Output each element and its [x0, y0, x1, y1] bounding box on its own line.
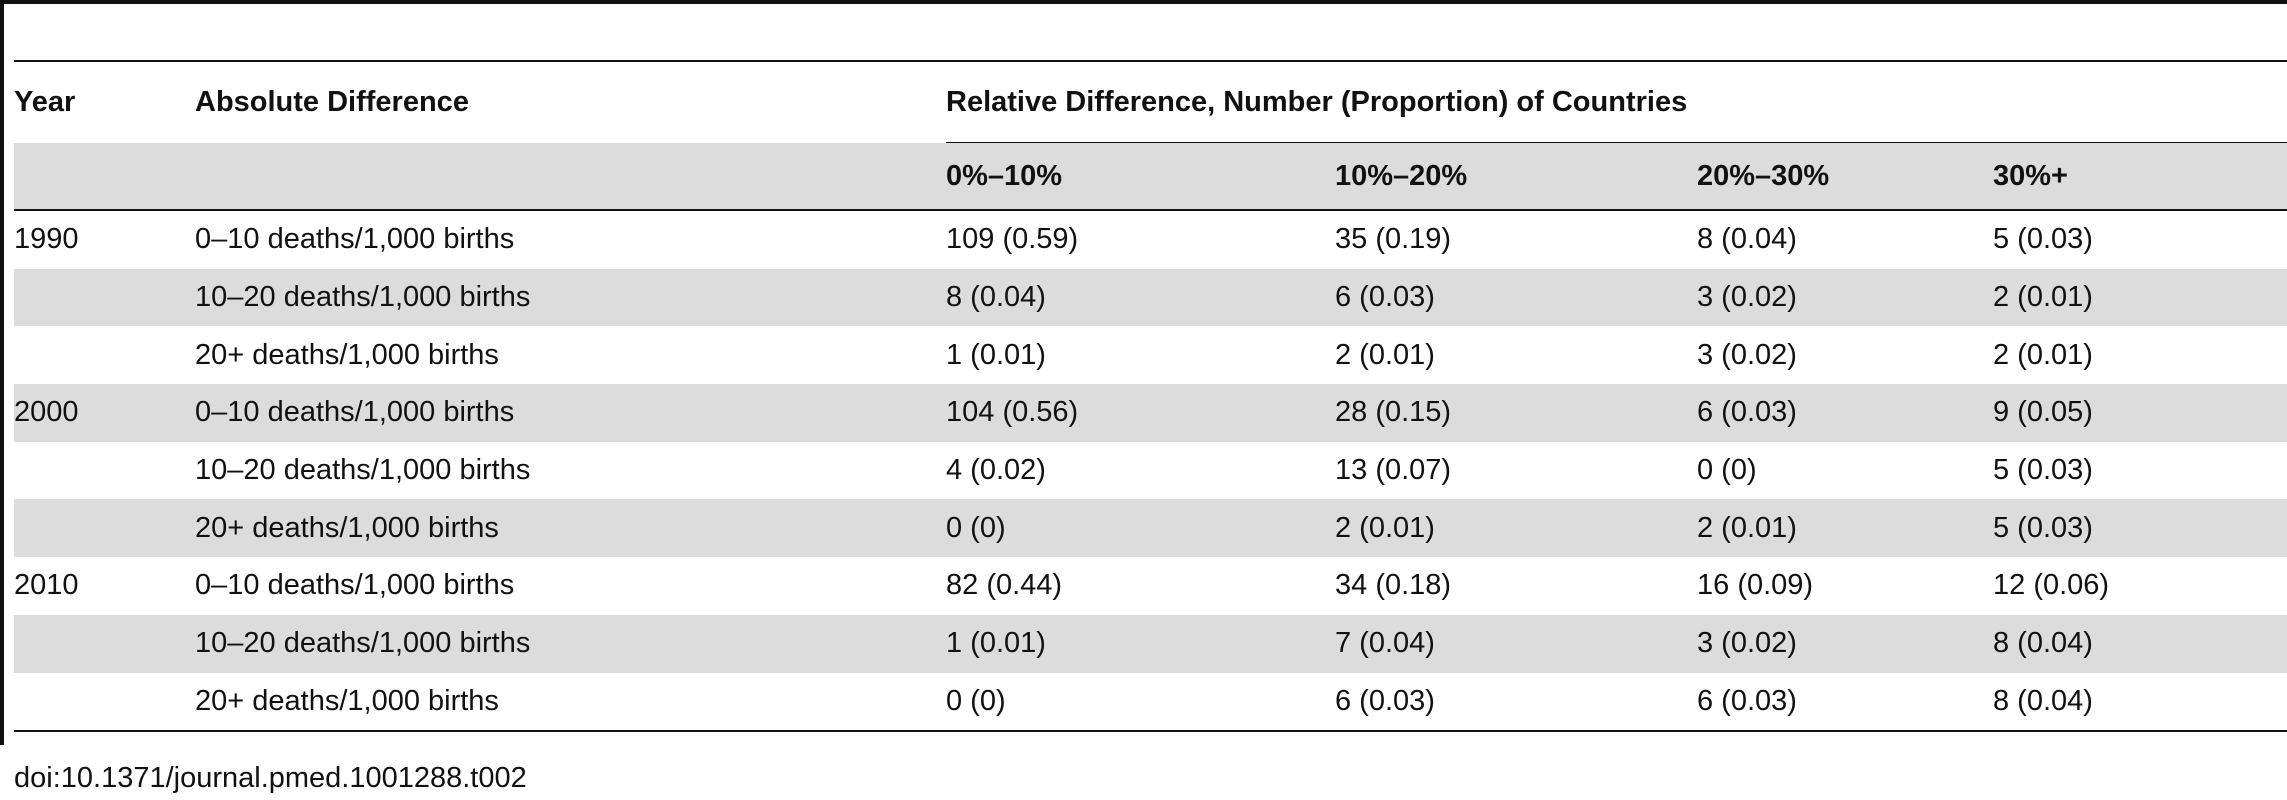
value-cell: 6 (0.03): [1335, 268, 1697, 327]
top-border: [0, 0, 2287, 4]
absolute-cell: 10–20 deaths/1,000 births: [195, 454, 531, 487]
absolute-header-spacer: [195, 142, 946, 211]
value-cell: 6 (0.03): [1697, 672, 1993, 733]
absolute-cell: 20+ deaths/1,000 births: [195, 499, 946, 558]
value-cell: 2 (0.01): [1993, 268, 2287, 327]
table-row: 2000 0–10 deaths/1,000 births 104 (0.56)…: [14, 384, 2287, 442]
absolute-difference-header: Absolute Difference: [195, 60, 946, 143]
value-cell: 6 (0.03): [1335, 672, 1697, 733]
range-header-3: 30%+: [1993, 142, 2287, 211]
table-row: 10–20 deaths/1,000 births 4 (0.02) 13 (0…: [14, 442, 2287, 500]
year-header: Year: [14, 60, 195, 143]
year-cell: 2000: [14, 384, 195, 442]
table-row: 10–20 deaths/1,000 births 1 (0.01) 7 (0.…: [14, 614, 2287, 673]
range-header-0: 0%–10%: [946, 142, 1335, 211]
range-header-2: 20%–30%: [1697, 142, 1993, 211]
value-cell: 34 (0.18): [1335, 569, 1452, 602]
value-cell: 2 (0.01): [1335, 499, 1697, 558]
value-cell: 1 (0.01): [946, 338, 1046, 371]
value-cell: 0 (0): [1697, 454, 1757, 487]
value-cell: 3 (0.02): [1697, 268, 1993, 327]
value-cell: 0 (0): [946, 672, 1335, 733]
value-cell: 82 (0.44): [946, 569, 1063, 602]
value-cell: 5 (0.03): [1993, 454, 2093, 487]
absolute-cell: 10–20 deaths/1,000 births: [195, 614, 946, 673]
value-cell: 0 (0): [946, 499, 1335, 558]
doi-footer: doi:10.1371/journal.pmed.1001288.t002: [14, 762, 527, 794]
year-cell: [14, 268, 195, 327]
value-cell: 8 (0.04): [1993, 614, 2287, 673]
left-border: [0, 0, 4, 745]
relative-difference-header: Relative Difference, Number (Proportion)…: [946, 60, 2287, 143]
value-cell: 13 (0.07): [1335, 454, 1452, 487]
year-header-spacer: [14, 142, 195, 211]
table-row: 20+ deaths/1,000 births 0 (0) 6 (0.03) 6…: [14, 672, 2287, 733]
table-row: 1990 0–10 deaths/1,000 births 109 (0.59)…: [14, 210, 2287, 269]
value-cell: 8 (0.04): [1993, 672, 2287, 733]
table-row: 2010 0–10 deaths/1,000 births 82 (0.44) …: [14, 557, 2287, 615]
value-cell: 5 (0.03): [1993, 499, 2287, 558]
value-cell: 2 (0.01): [1697, 499, 1993, 558]
value-cell: 9 (0.05): [1993, 384, 2287, 442]
value-cell: 35 (0.19): [1335, 223, 1452, 256]
year-cell: [14, 442, 195, 500]
value-cell: 7 (0.04): [1335, 614, 1697, 673]
year-cell: [14, 672, 195, 733]
table-row: 20+ deaths/1,000 births 1 (0.01) 2 (0.01…: [14, 326, 2287, 384]
value-cell: 8 (0.04): [1697, 223, 1797, 256]
absolute-cell: 20+ deaths/1,000 births: [195, 338, 499, 371]
year-cell: [14, 499, 195, 558]
value-cell: 12 (0.06): [1993, 569, 2110, 602]
value-cell: 3 (0.02): [1697, 338, 1797, 371]
value-cell: 3 (0.02): [1697, 614, 1993, 673]
year-cell: 2010: [14, 569, 79, 602]
value-cell: 28 (0.15): [1335, 384, 1697, 442]
value-cell: 8 (0.04): [946, 268, 1335, 327]
table-row: 20+ deaths/1,000 births 0 (0) 2 (0.01) 2…: [14, 499, 2287, 558]
value-cell: 4 (0.02): [946, 454, 1046, 487]
data-table: Year Absolute Difference Relative Differ…: [14, 60, 2287, 733]
range-header-1: 10%–20%: [1335, 142, 1697, 211]
value-cell: 16 (0.09): [1697, 569, 1814, 602]
year-cell: 1990: [14, 223, 79, 256]
table-row: 10–20 deaths/1,000 births 8 (0.04) 6 (0.…: [14, 268, 2287, 327]
absolute-cell: 10–20 deaths/1,000 births: [195, 268, 946, 327]
value-cell: 109 (0.59): [946, 223, 1079, 256]
absolute-cell: 20+ deaths/1,000 births: [195, 672, 946, 733]
absolute-cell: 0–10 deaths/1,000 births: [195, 569, 515, 602]
table-container: Year Absolute Difference Relative Differ…: [14, 60, 2287, 733]
value-cell: 104 (0.56): [946, 384, 1335, 442]
absolute-cell: 0–10 deaths/1,000 births: [195, 223, 515, 256]
value-cell: 2 (0.01): [1335, 338, 1435, 371]
absolute-cell: 0–10 deaths/1,000 births: [195, 384, 946, 442]
value-cell: 6 (0.03): [1697, 384, 1993, 442]
value-cell: 2 (0.01): [1993, 338, 2093, 371]
value-cell: 5 (0.03): [1993, 223, 2093, 256]
year-cell: [14, 614, 195, 673]
year-cell: [14, 326, 195, 384]
value-cell: 1 (0.01): [946, 614, 1335, 673]
